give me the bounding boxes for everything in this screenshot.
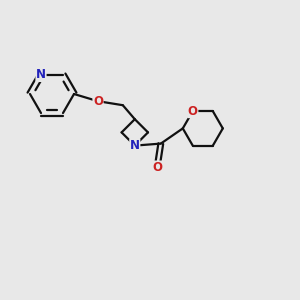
Text: O: O	[153, 161, 163, 174]
Text: O: O	[188, 105, 198, 118]
Text: N: N	[36, 68, 46, 81]
Text: O: O	[93, 95, 103, 108]
Text: N: N	[130, 139, 140, 152]
